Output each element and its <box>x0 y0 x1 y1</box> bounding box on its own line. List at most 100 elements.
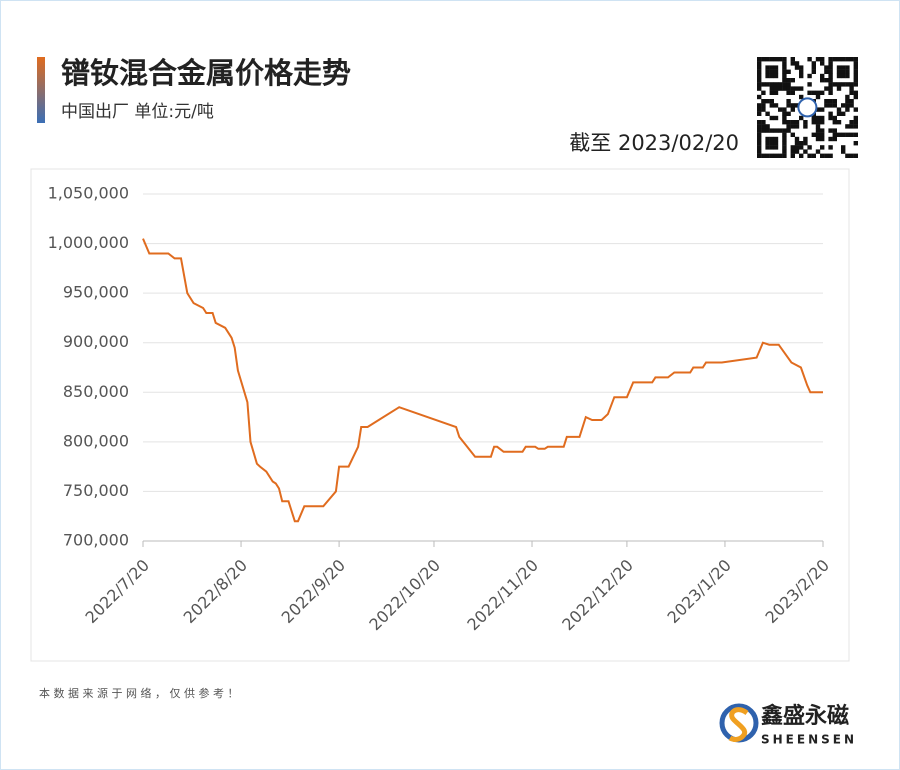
qr-cell <box>786 78 791 83</box>
qr-cell <box>757 132 762 137</box>
qr-cell <box>799 65 804 70</box>
qr-cell <box>853 107 858 112</box>
qr-cell <box>790 78 795 83</box>
qr-cell <box>832 136 837 142</box>
qr-cell <box>828 145 833 150</box>
qr-cell <box>773 69 779 74</box>
qr-cell <box>782 132 787 137</box>
qr-cell <box>769 90 774 95</box>
qr-cell <box>757 111 762 116</box>
qr-cell <box>786 99 791 104</box>
chart-card <box>30 168 850 662</box>
qr-cell <box>853 90 858 95</box>
qr-cell <box>757 141 762 146</box>
qr-cell <box>782 120 787 125</box>
qr-cell <box>807 145 812 150</box>
qr-cell <box>794 103 800 108</box>
y-tick-label: 1,000,000 <box>48 233 129 252</box>
qr-cell <box>836 57 842 62</box>
qr-cell <box>815 132 821 137</box>
qr-cell <box>849 86 854 91</box>
qr-cell <box>820 73 825 79</box>
qr-cell <box>836 65 842 70</box>
qr-cell <box>790 86 795 91</box>
qr-cell <box>765 69 770 74</box>
qr-cell <box>811 153 816 158</box>
qr-cell <box>824 69 829 74</box>
qr-cell <box>769 73 774 79</box>
qr-cell <box>832 82 837 87</box>
qr-cell <box>824 103 829 108</box>
qr-cell <box>841 82 846 87</box>
qr-cell <box>786 103 791 108</box>
qr-cell <box>782 86 787 91</box>
qr-cell <box>765 153 770 158</box>
qr-cell <box>790 103 795 108</box>
qr-cell <box>807 57 812 62</box>
qr-cell <box>773 115 779 121</box>
qr-cell <box>799 69 804 74</box>
qr-cell <box>803 124 808 129</box>
qr-cell <box>811 115 816 121</box>
qr-cell <box>853 73 858 79</box>
qr-cell <box>794 61 800 66</box>
qr-cell <box>765 128 770 133</box>
qr-cell <box>828 136 833 142</box>
qr-cell <box>820 136 825 142</box>
footer-note: 本 数 据 来 源 于 网 络 ， 仅 供 参 考 ！ <box>39 686 238 700</box>
qr-cell <box>765 145 770 150</box>
qr-cell <box>820 90 825 95</box>
qr-cell <box>786 120 791 125</box>
qr-cell <box>807 73 812 79</box>
qr-cell <box>824 65 829 70</box>
qr-cell <box>757 65 762 70</box>
qr-cell <box>815 107 821 112</box>
qr-cell <box>815 120 821 125</box>
qr-cell <box>778 57 783 62</box>
qr-cell <box>845 132 850 137</box>
as-of-date: 截至 2023/02/20 <box>569 131 739 155</box>
qr-cell <box>790 132 795 137</box>
qr-cell <box>765 99 770 104</box>
qr-cell <box>790 90 795 95</box>
qr-cell <box>807 90 812 95</box>
qr-cell <box>778 82 783 87</box>
qr-cell <box>828 86 833 91</box>
qr-cell <box>769 103 774 108</box>
qr-cell <box>769 153 774 158</box>
qr-cell <box>845 107 850 112</box>
qr-cell <box>786 128 791 133</box>
qr-cell <box>786 111 791 116</box>
qr-cell <box>786 90 791 95</box>
qr-cell <box>849 103 854 108</box>
qr-cell <box>832 132 837 137</box>
qr-cell <box>828 57 833 62</box>
qr-cell <box>794 120 800 125</box>
qr-cell <box>828 128 833 133</box>
y-tick-label: 700,000 <box>63 531 129 550</box>
qr-cell <box>786 69 791 74</box>
qr-cell <box>849 132 854 137</box>
qr-cell <box>853 141 858 146</box>
qr-cell <box>794 145 800 150</box>
qr-cell <box>820 120 825 125</box>
qr-cell <box>807 82 812 87</box>
qr-cell <box>845 94 850 100</box>
qr-cell <box>782 107 787 112</box>
logo-s <box>728 707 749 743</box>
qr-cell <box>782 73 787 79</box>
qr-cell <box>790 153 795 158</box>
qr-cell <box>757 61 762 66</box>
qr-cell <box>769 69 774 74</box>
qr-cell <box>790 124 795 129</box>
qr-cell <box>849 120 854 125</box>
qr-cell <box>778 86 783 91</box>
qr-cell <box>794 86 800 91</box>
brand-name: 鑫盛永磁 <box>761 703 849 729</box>
qr-cell <box>757 107 762 112</box>
qr-cell <box>853 124 858 129</box>
qr-cell <box>836 107 842 112</box>
qr-cell <box>773 86 779 91</box>
qr-cell <box>794 149 800 154</box>
qr-cell <box>836 120 842 125</box>
